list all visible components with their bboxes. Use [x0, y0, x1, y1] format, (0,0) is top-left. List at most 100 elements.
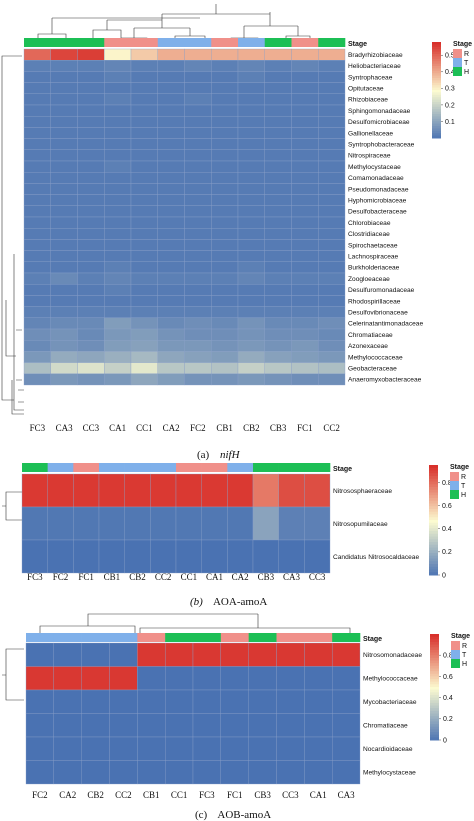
colorbar-step	[429, 564, 438, 568]
heatmap-cell	[23, 149, 51, 162]
heatmap-cell	[23, 317, 51, 330]
colorbar-step	[432, 51, 441, 55]
heatmap-cell	[130, 172, 158, 184]
stage-cell	[104, 38, 132, 47]
heatmap-cell	[237, 373, 265, 386]
column-label: CC3	[309, 572, 326, 582]
colorbar-step	[429, 547, 438, 551]
colorbar-step	[429, 520, 438, 524]
heatmap-cell	[50, 306, 78, 318]
heatmap-cell	[104, 340, 132, 352]
heatmap-cell	[130, 351, 158, 363]
heatmap-cell	[157, 71, 185, 83]
heatmap-cell	[157, 272, 185, 285]
stage-cell	[332, 633, 361, 642]
heatmap-cell	[304, 689, 333, 714]
colorbar-step	[432, 94, 441, 98]
column-label: CA2	[163, 423, 180, 433]
stage-cell	[318, 38, 346, 47]
stage-legend-swatch	[450, 490, 459, 499]
heatmap-cell	[157, 317, 185, 330]
colorbar-step	[432, 87, 441, 91]
heatmap-cell	[211, 340, 239, 352]
heatmap-cell	[104, 239, 132, 251]
column-label: FC3	[30, 423, 46, 433]
heatmap-cell	[50, 93, 78, 106]
heatmap-cell	[211, 284, 239, 296]
row-label: Rhodospirillaceae	[348, 298, 401, 305]
colorbar-step	[430, 710, 439, 714]
heatmap-cell	[77, 272, 105, 285]
heatmap-cell	[47, 473, 74, 508]
heatmap-cell	[77, 216, 105, 229]
heatmap-cell	[237, 104, 265, 117]
column-labels: FC2 CA2 CB2 CC2 CB1 CC1 FC3 FC1 CB3 CC3 CA1 CA3	[32, 790, 355, 800]
stage-cell	[109, 633, 138, 642]
heatmap-cell	[184, 351, 212, 363]
colorbar-tick-label: 0.2	[445, 102, 455, 109]
heatmap-cell	[77, 149, 105, 162]
heatmap-cell	[304, 760, 333, 785]
heatmap-cell	[211, 71, 239, 83]
colorbar-step	[432, 102, 441, 105]
heatmap-cell	[264, 60, 292, 72]
column-label: FC1	[227, 790, 243, 800]
heatmap-cell	[137, 666, 166, 691]
colorbar-step	[430, 708, 439, 712]
heatmap-cell	[77, 183, 105, 195]
heatmap-cell	[77, 373, 105, 386]
heatmap-cell	[157, 351, 185, 363]
heatmap-cell	[211, 373, 239, 386]
heatmap-cell	[304, 666, 333, 691]
heatmap-cell	[47, 506, 74, 541]
heatmap-cell	[130, 362, 158, 374]
heatmap-cell	[227, 506, 254, 541]
heatmap-cell	[331, 642, 361, 667]
colorbar-step	[430, 636, 439, 640]
heatmap-cell	[50, 261, 78, 274]
colorbar-tick-label: 0.4	[442, 526, 452, 533]
colorbar-step	[430, 705, 439, 709]
colorbar-step	[432, 78, 441, 81]
heatmap-cell	[192, 642, 222, 667]
heatmap-cell	[184, 138, 212, 150]
heatmap-cell	[23, 60, 51, 72]
heatmap-cell	[109, 736, 138, 761]
colorbar-step	[429, 572, 438, 576]
heatmap-cell	[237, 71, 265, 83]
colorbar-step	[432, 66, 441, 69]
column-label: CA2	[59, 790, 76, 800]
heatmap-cell	[264, 373, 292, 386]
heatmap-cell	[291, 104, 319, 117]
heatmap-cell	[77, 60, 105, 72]
column-labels: FC3 CA3 CC3 CA1 CC1 CA2 FC2 CB1 CB2 CB3 FC1 CC2	[30, 423, 340, 433]
heatmap-cell	[23, 93, 51, 106]
column-label: CA1	[109, 423, 126, 433]
heatmap-cell	[248, 760, 277, 785]
heatmap-cell	[23, 250, 51, 262]
heatmap-cell	[237, 317, 265, 330]
colorbar-step	[430, 663, 439, 667]
row-label: Nitrosopumilaceae	[333, 521, 388, 528]
column-label: CB2	[87, 790, 104, 800]
heatmap-cell	[157, 183, 185, 195]
column-label: CA1	[310, 790, 327, 800]
heatmap-cell	[184, 306, 212, 318]
heatmap-cell	[50, 284, 78, 296]
heatmap-cell	[331, 713, 361, 738]
colorbar-step	[429, 484, 438, 488]
row-label: Nitrosomonadaceae	[363, 652, 422, 659]
heatmap-cell	[77, 194, 105, 206]
heatmap-cell	[137, 689, 166, 714]
row-dendrogram	[2, 648, 24, 701]
heatmap-cell	[184, 340, 212, 352]
heatmap-cell	[211, 351, 239, 363]
colorbar-step	[430, 641, 439, 646]
heatmap-cell	[130, 317, 158, 330]
colorbar-step	[432, 114, 441, 117]
colorbar-step	[430, 652, 439, 656]
heatmap-cell	[184, 216, 212, 229]
caption-letter: (c)	[195, 809, 208, 821]
colorbar-step	[429, 503, 438, 507]
